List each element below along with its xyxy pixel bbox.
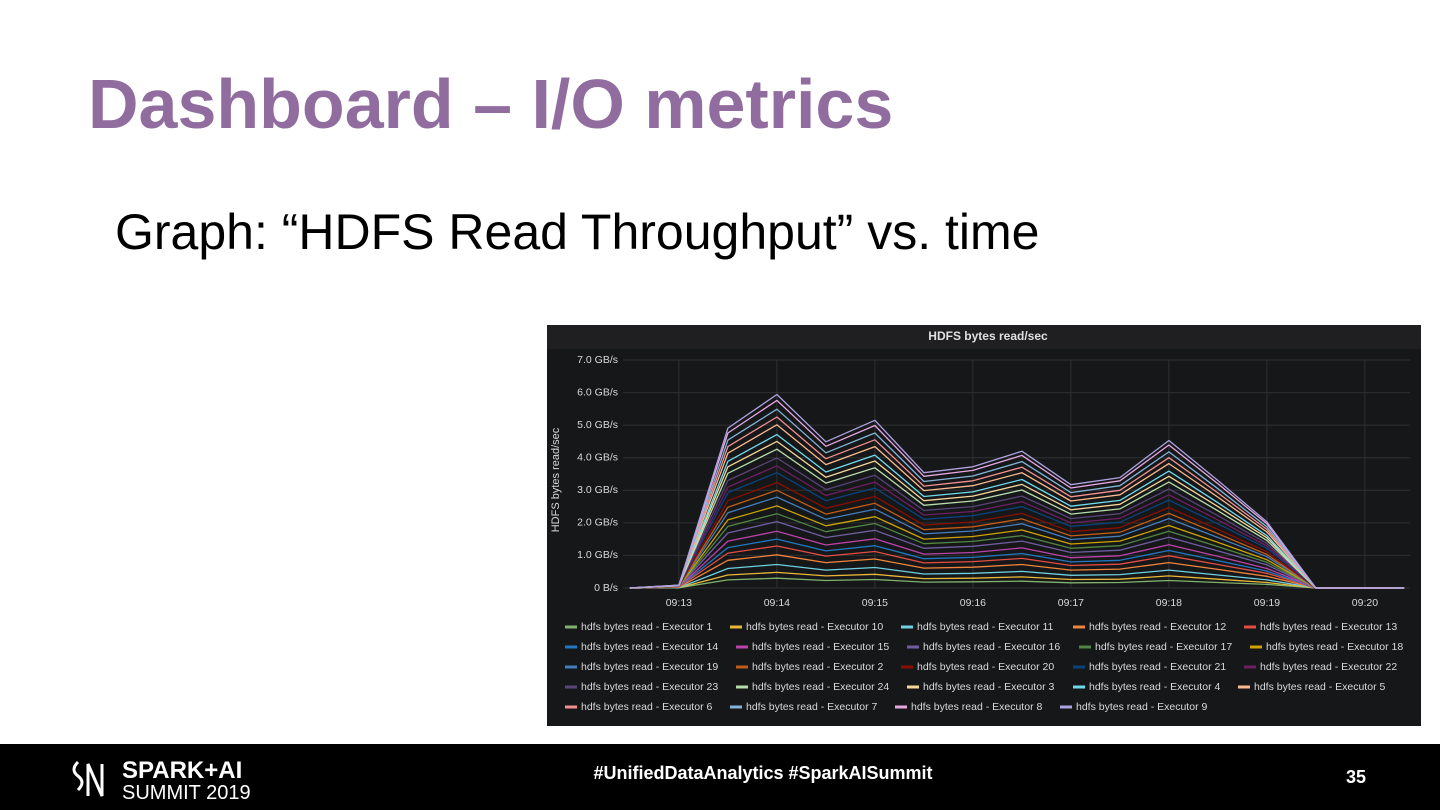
legend-label: hdfs bytes read - Executor 18: [1266, 641, 1403, 653]
legend-label: hdfs bytes read - Executor 5: [1254, 681, 1385, 693]
legend-label: hdfs bytes read - Executor 11: [917, 621, 1054, 633]
chart-title: HDFS bytes read/sec: [928, 329, 1048, 343]
series-line: [629, 530, 1405, 589]
legend-label: hdfs bytes read - Executor 23: [581, 681, 718, 693]
legend-label: hdfs bytes read - Executor 14: [581, 641, 718, 653]
panel-header: [547, 325, 1421, 349]
y-axis-label: HDFS bytes read/sec: [550, 427, 562, 532]
slide-subtitle: Graph: “HDFS Read Throughput” vs. time: [115, 204, 1039, 260]
logo-stroke: [72, 760, 84, 792]
logo-stroke: [86, 763, 104, 797]
legend-label: hdfs bytes read - Executor 19: [581, 661, 718, 673]
series-line: [629, 440, 1405, 589]
series-line: [629, 571, 1405, 589]
legend-label: hdfs bytes read - Executor 13: [1260, 621, 1397, 633]
series-line: [629, 393, 1405, 589]
legend-label: hdfs bytes read - Executor 17: [1095, 641, 1232, 653]
series-line: [629, 424, 1405, 589]
y-tick-label: 6.0 GB/s: [577, 386, 618, 398]
series-line: [629, 416, 1405, 589]
legend-label: hdfs bytes read - Executor 2: [752, 661, 883, 673]
y-tick-label: 2.0 GB/s: [577, 517, 618, 529]
x-tick-label: 09:14: [764, 597, 790, 609]
slide-title: Dashboard – I/O metrics: [88, 65, 893, 143]
legend-label: hdfs bytes read - Executor 8: [911, 701, 1042, 713]
series-line: [629, 433, 1405, 589]
series-line: [629, 472, 1405, 589]
legend-label: hdfs bytes read - Executor 22: [1260, 661, 1397, 673]
legend-label: hdfs bytes read - Executor 16: [923, 641, 1060, 653]
x-tick-label: 09:17: [1058, 597, 1084, 609]
series-line: [629, 481, 1405, 589]
series-line: [629, 408, 1405, 589]
x-tick-label: 09:16: [960, 597, 986, 609]
series-line: [629, 465, 1405, 589]
legend-label: hdfs bytes read - Executor 15: [752, 641, 889, 653]
x-tick-label: 09:18: [1156, 597, 1182, 609]
y-tick-label: 4.0 GB/s: [577, 451, 618, 463]
y-tick-label: 7.0 GB/s: [577, 354, 618, 366]
x-tick-label: 09:15: [862, 597, 888, 609]
legend-label: hdfs bytes read - Executor 12: [1089, 621, 1226, 633]
legend-label: hdfs bytes read - Executor 9: [1076, 701, 1207, 713]
series-line: [629, 489, 1405, 589]
legend-label: hdfs bytes read - Executor 3: [923, 681, 1054, 693]
logo-icon: [72, 760, 104, 797]
legend-label: hdfs bytes read - Executor 21: [1089, 661, 1226, 673]
series-line: [629, 577, 1405, 589]
legend-label: hdfs bytes read - Executor 6: [581, 701, 712, 713]
page-number: 35: [1346, 767, 1366, 787]
legend-label: hdfs bytes read - Executor 7: [746, 701, 877, 713]
legend-label: hdfs bytes read - Executor 24: [752, 681, 889, 693]
y-tick-label: 3.0 GB/s: [577, 484, 618, 496]
legend-label: hdfs bytes read - Executor 4: [1089, 681, 1220, 693]
series-line: [629, 563, 1405, 589]
series-line: [629, 513, 1405, 589]
y-tick-label: 0 B/s: [594, 582, 618, 594]
legend-label: hdfs bytes read - Executor 1: [581, 621, 712, 633]
series-line: [629, 457, 1405, 589]
legend-label: hdfs bytes read - Executor 10: [746, 621, 883, 633]
x-tick-label: 09:19: [1254, 597, 1280, 609]
logo-bottom: SUMMIT 2019: [122, 782, 251, 804]
series-line: [629, 448, 1405, 589]
series-line: [629, 496, 1405, 589]
logo-top: SPARK+AI: [122, 757, 242, 784]
series-line: [629, 399, 1405, 589]
series-line: [629, 538, 1405, 589]
hashtags: #UnifiedDataAnalytics #SparkAISummit: [593, 763, 932, 783]
y-tick-label: 1.0 GB/s: [577, 549, 618, 561]
legend-label: hdfs bytes read - Executor 20: [917, 661, 1054, 673]
x-tick-label: 09:20: [1352, 597, 1378, 609]
series-line: [629, 554, 1405, 589]
x-tick-label: 09:13: [666, 597, 692, 609]
series-line: [629, 505, 1405, 589]
series-line: [629, 520, 1405, 589]
footer-bar: [0, 744, 1440, 810]
series-line: [629, 545, 1405, 589]
y-tick-label: 5.0 GB/s: [577, 419, 618, 431]
